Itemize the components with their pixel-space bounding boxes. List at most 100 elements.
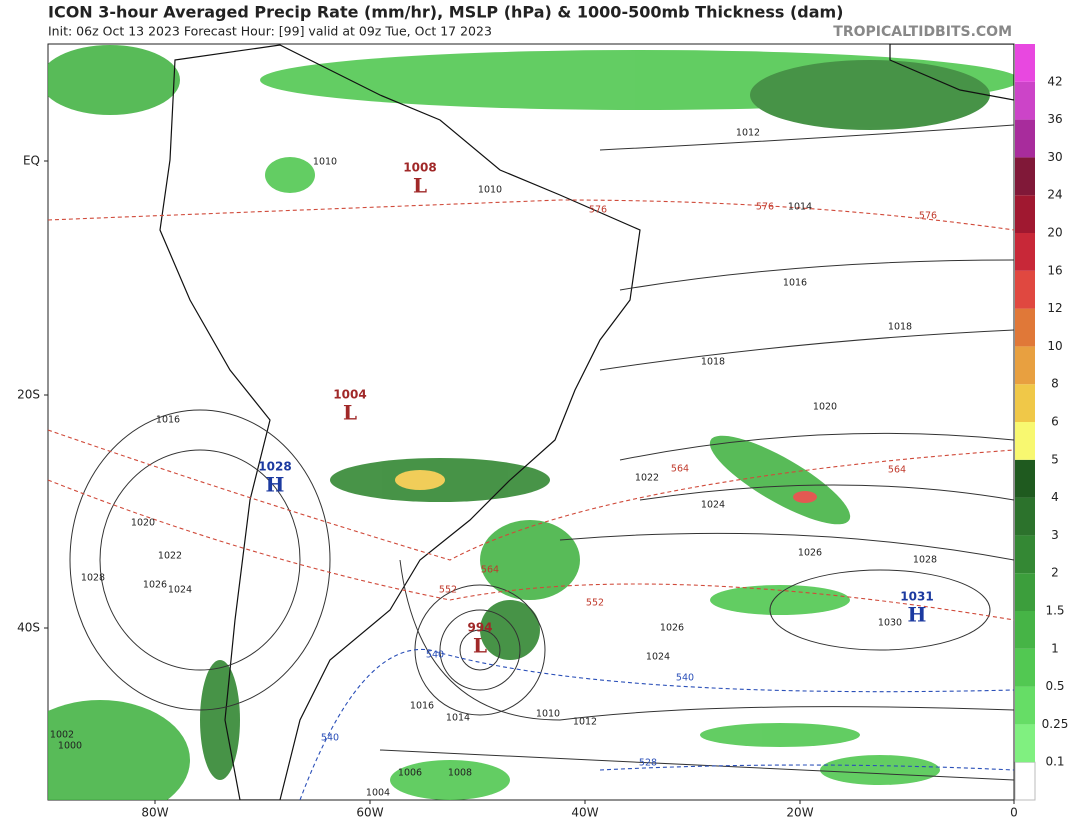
isobar-label: 1030 (878, 618, 902, 629)
center-letter: L (343, 401, 357, 425)
center-pressure: 1028 (258, 460, 291, 474)
center-letter: L (473, 634, 487, 658)
center-pressure: 994 (467, 621, 492, 635)
isobar-label: 1018 (888, 322, 912, 333)
isobar-label: 1028 (913, 555, 937, 566)
lon-label: 60W (356, 806, 383, 820)
colorbar-label: 3 (1051, 528, 1059, 542)
colorbar-label: 36 (1047, 112, 1062, 126)
thickness-label: 552 (439, 585, 457, 596)
center-pressure: 1004 (333, 388, 366, 402)
isobar-label: 1026 (143, 580, 167, 591)
colorbar-label: 5 (1051, 452, 1059, 466)
map-title: ICON 3-hour Averaged Precip Rate (mm/hr)… (48, 3, 844, 22)
isobar-label: 1012 (736, 128, 760, 139)
isobar-label: 1028 (81, 573, 105, 584)
thickness-label: 552 (586, 598, 604, 609)
colorbar-segment (1015, 686, 1035, 725)
isobar-label: 1024 (646, 652, 670, 663)
isobar-label: 1016 (410, 701, 434, 712)
colorbar-segment (1015, 422, 1035, 460)
colorbar-segment (1015, 724, 1035, 763)
colorbar-segment (1015, 611, 1035, 649)
lat-label: 20S (17, 388, 40, 402)
isobar-label: 1014 (446, 713, 470, 724)
colorbar-label: 24 (1047, 188, 1062, 202)
isobar-label: 1026 (660, 623, 684, 634)
isobar-label: 1010 (478, 185, 502, 196)
colorbar-segment (1015, 270, 1035, 309)
isobar-label: 1004 (366, 788, 390, 799)
colorbar-segment (1015, 648, 1035, 687)
lon-label: 0 (1010, 806, 1018, 820)
isobar-label: 1022 (635, 473, 659, 484)
colorbar-label: 1 (1051, 641, 1059, 655)
isobar-label: 1024 (701, 500, 725, 511)
center-letter: L (413, 174, 427, 198)
center-letter: H (266, 473, 285, 497)
colorbar-label: 42 (1047, 74, 1062, 88)
colorbar-segment (1015, 308, 1035, 347)
isobar-label: 1014 (788, 202, 812, 213)
colorbar-segment (1015, 233, 1035, 271)
thickness-label: 564 (888, 465, 906, 476)
credit: TROPICALTIDBITS.COM (833, 24, 1012, 40)
colorbar-segment (1015, 384, 1035, 422)
colorbar-segment (1015, 195, 1035, 233)
thickness-label: 540 (321, 733, 339, 744)
thickness-label: 540 (426, 650, 444, 661)
lon-label: 20W (786, 806, 813, 820)
isobar-label: 1020 (131, 518, 155, 529)
center-pressure: 1008 (403, 161, 436, 175)
isobar-label: 1006 (398, 768, 422, 779)
lat-label: 40S (17, 621, 40, 635)
isobar-label: 1000 (58, 741, 82, 752)
center-letter: H (908, 603, 927, 627)
thickness-label: 564 (671, 464, 689, 475)
colorbar-segment (1015, 497, 1035, 536)
isobar-label: 1016 (156, 415, 180, 426)
thickness-label: 528 (639, 758, 657, 769)
center-pressure: 1031 (900, 590, 933, 604)
colorbar-segment (1015, 535, 1035, 574)
thickness-label: 564 (481, 565, 499, 576)
colorbar-segment (1015, 81, 1035, 120)
thickness-contours (48, 199, 1014, 621)
colorbar-label: 0.1 (1045, 755, 1064, 769)
colorbar-segment (1015, 44, 1035, 82)
isobar-label: 1016 (783, 278, 807, 289)
isobar-label: 1008 (448, 768, 472, 779)
colorbar-label: 30 (1047, 150, 1062, 164)
thickness-label: 576 (919, 211, 937, 222)
coastline (159, 44, 641, 800)
colorbar-label: 0.5 (1045, 679, 1064, 693)
isobar-label: 1020 (813, 402, 837, 413)
coastline (889, 44, 1014, 101)
colorbar-label: 2 (1051, 566, 1059, 580)
isobar-label: 1024 (168, 585, 192, 596)
colorbar-segment (1015, 346, 1035, 385)
colorbar-label: 12 (1047, 301, 1062, 315)
thickness-contours-blue (299, 648, 1014, 800)
colorbar-segment (1015, 459, 1035, 498)
colorbar-label: 10 (1047, 339, 1062, 353)
thickness-label: 540 (676, 673, 694, 684)
colorbar-label: 4 (1051, 490, 1059, 504)
isobar-label: 1018 (701, 357, 725, 368)
isobar-label: 1026 (798, 548, 822, 559)
colorbar-segment (1015, 573, 1035, 611)
colorbar-label: 16 (1047, 263, 1062, 277)
isobar-label: 1002 (50, 730, 74, 741)
lon-label: 40W (571, 806, 598, 820)
colorbar-label: 0.25 (1042, 717, 1069, 731)
lon-label: 80W (141, 806, 168, 820)
isobar-label: 1012 (573, 717, 597, 728)
map-layers (48, 44, 1014, 800)
thickness-label: 576 (589, 205, 607, 216)
isobars (69, 124, 1014, 781)
isobar-label: 1022 (158, 551, 182, 562)
thickness-label: 576 (756, 202, 774, 213)
